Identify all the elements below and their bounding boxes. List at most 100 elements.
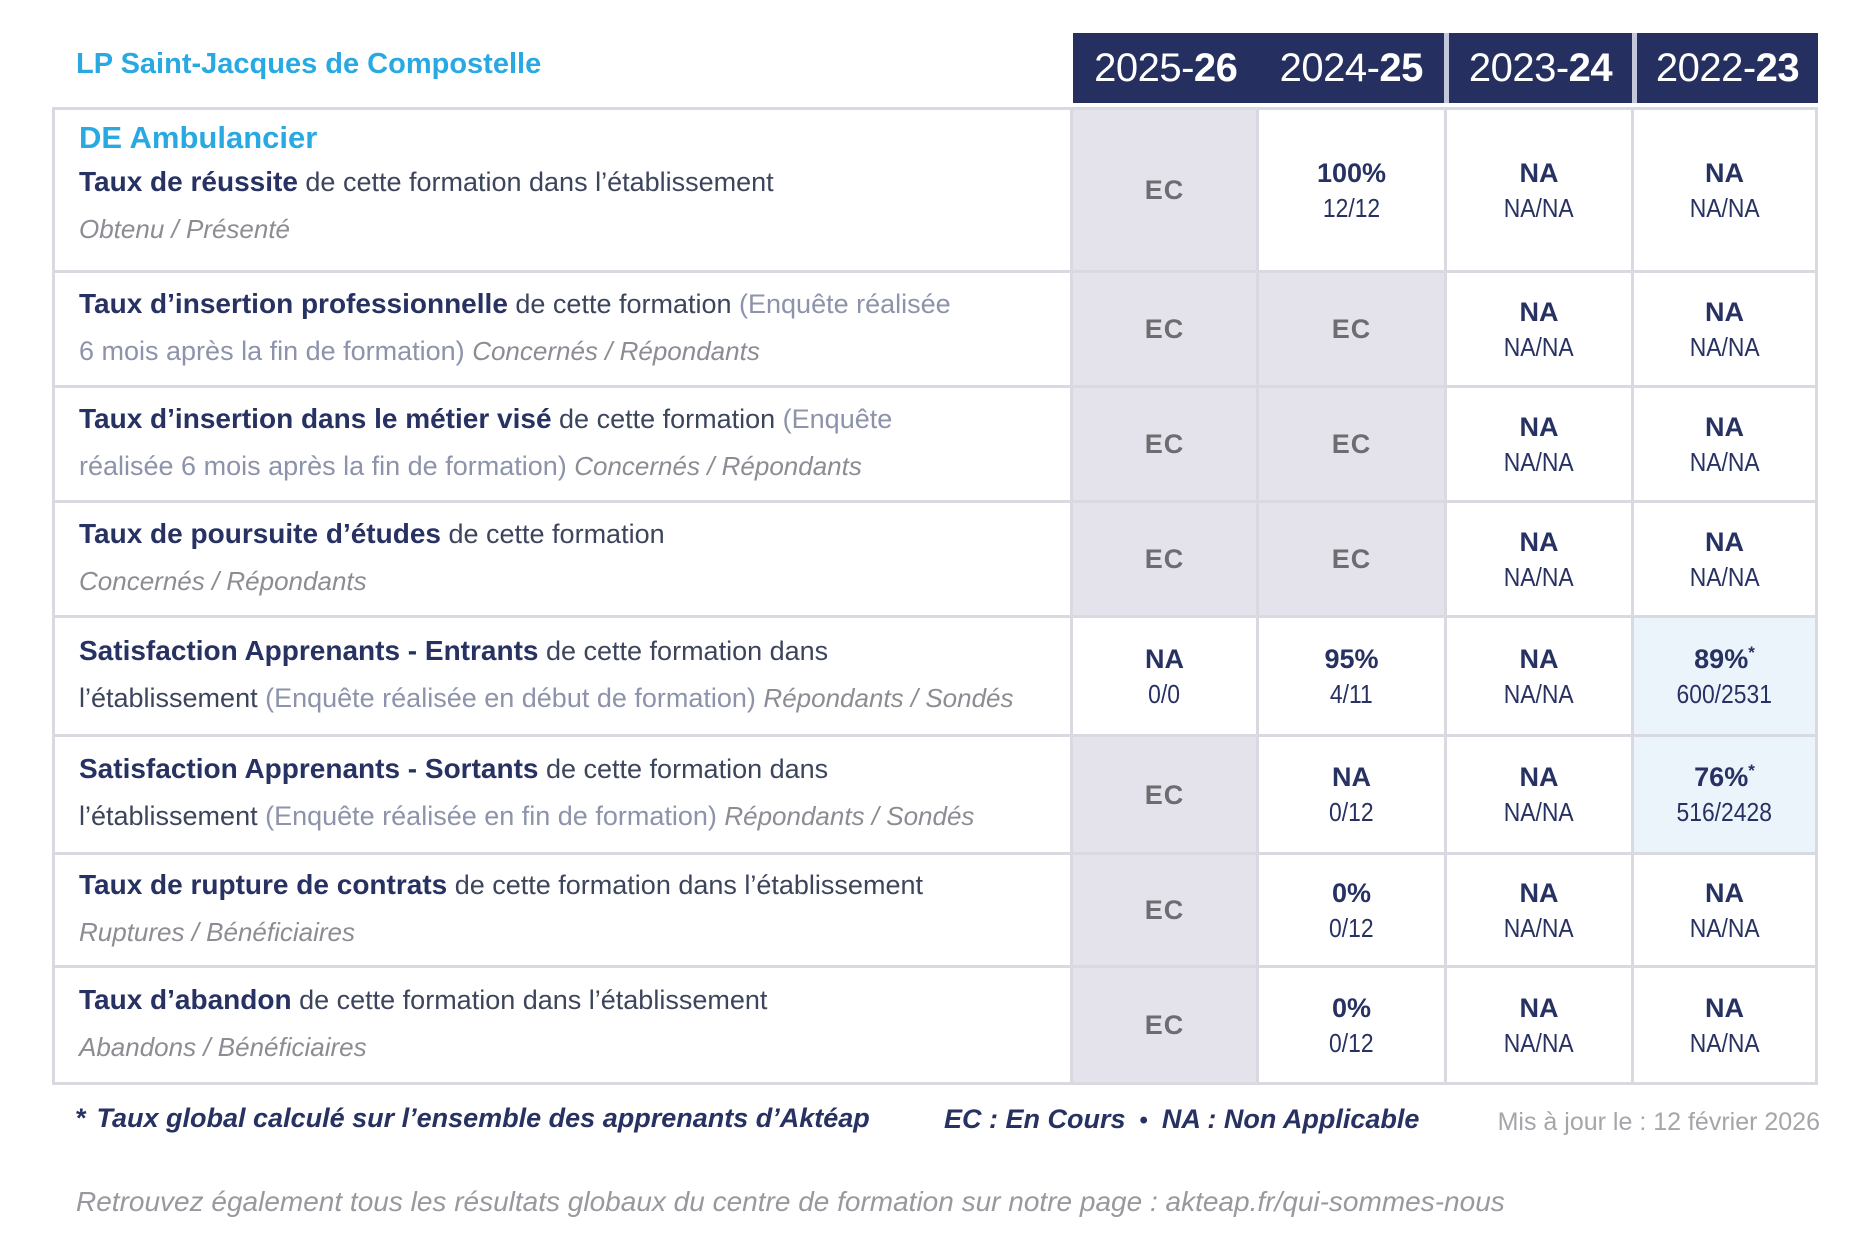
footnote-text: Taux global calculé sur l’ensemble des a… <box>96 1103 870 1133</box>
value-main: 0% <box>1331 877 1372 908</box>
metric-label-line: 6 mois après la fin de formation) Concer… <box>79 330 1052 377</box>
metric-label-segment: Ruptures / Bénéficiaires <box>79 916 356 947</box>
metric-label-line: Ruptures / Bénéficiaires <box>79 911 1052 958</box>
value-cell: EC <box>1259 503 1444 615</box>
value-main: EC <box>1144 314 1185 344</box>
value-cell: NA NA/NA <box>1634 110 1815 270</box>
abbreviation-legend: EC : En Cours • NA : Non Applicable <box>944 1104 1419 1135</box>
value-cell: NA NA/NA <box>1447 273 1631 385</box>
program-title: DE Ambulancier <box>79 119 318 155</box>
school-name: LP Saint-Jacques de Compostelle <box>76 48 542 80</box>
value-sub: 0/12 <box>1329 1027 1374 1058</box>
value-main: NA <box>1705 526 1744 557</box>
metric-label-segment: (Enquête réalisée <box>739 288 951 319</box>
value-main: EC <box>1144 1010 1185 1040</box>
value-sub: NA/NA <box>1689 446 1760 477</box>
value-cell: EC <box>1259 273 1444 385</box>
year-header-block: 2022- 23 <box>1637 33 1818 103</box>
value-sub: 12/12 <box>1322 192 1381 223</box>
asterisk-marker: * <box>1748 642 1755 662</box>
value-cell: 89%* 600/2531 <box>1634 618 1815 734</box>
metric-label-segment: de cette formation <box>440 518 665 549</box>
value-cell: NA 0/12 <box>1259 737 1444 852</box>
value-cell: EC <box>1073 503 1256 615</box>
value-cell: 0% 0/12 <box>1259 968 1444 1082</box>
value-sub: 4/11 <box>1330 678 1373 709</box>
value-cell: NA NA/NA <box>1634 388 1815 500</box>
year-header-block: 2023- 24 <box>1449 33 1632 103</box>
metric-label: Taux de poursuite d’études de cette form… <box>55 503 1070 615</box>
metric-label-segment: Abandons / Bénéficiaires <box>79 1031 367 1062</box>
value-main: NA <box>1705 157 1744 188</box>
year-prefix: 2023- <box>1468 45 1569 90</box>
metric-label-line: Taux de poursuite d’études de cette form… <box>79 512 1052 560</box>
value-sub: NA/NA <box>1689 1027 1760 1058</box>
value-main: EC <box>1331 429 1372 459</box>
metric-label-segment: Satisfaction Apprenants - Sortants <box>79 753 539 784</box>
value-cell: NA 0/0 <box>1073 618 1256 734</box>
value-cell: NA NA/NA <box>1447 110 1631 270</box>
value-main: NA <box>1705 992 1744 1023</box>
value-cell: EC <box>1259 388 1444 500</box>
value-main: 95% <box>1324 643 1379 674</box>
metric-label-line: Taux d’abandon de cette formation dans l… <box>79 978 1052 1026</box>
value-main: EC <box>1144 544 1185 574</box>
value-main: NA <box>1332 762 1371 792</box>
value-cell: EC <box>1073 968 1256 1082</box>
value-cell: 100% 12/12 <box>1259 110 1444 270</box>
value-cell: 76%* 516/2428 <box>1634 737 1815 852</box>
metric-label-segment: Répondants / Sondés <box>763 682 1014 713</box>
value-sub: NA/NA <box>1689 192 1760 223</box>
metric-label-line: Taux de rupture de contrats de cette for… <box>79 863 1052 911</box>
metric-label-line: Abandons / Bénéficiaires <box>79 1026 1052 1073</box>
value-cell: NA NA/NA <box>1447 618 1631 734</box>
metric-label-segment: l’établissement <box>79 801 266 831</box>
legend-ec: EC : En Cours <box>944 1104 1126 1134</box>
year-bold: 25 <box>1379 45 1423 90</box>
value-cell: NA NA/NA <box>1447 388 1631 500</box>
value-cell: NA NA/NA <box>1447 503 1631 615</box>
metric-label-segment: de cette formation <box>507 288 740 319</box>
results-table: DE Ambulancier Taux de réussite de cette … <box>52 107 1818 1085</box>
value-main: EC <box>1331 314 1372 344</box>
year-prefix: 2025- <box>1094 45 1194 90</box>
legend-bullet: • <box>1139 1107 1148 1134</box>
year-bold: 24 <box>1568 45 1613 90</box>
value-sub: 0/12 <box>1329 797 1374 827</box>
metric-label-segment: (Enquête réalisée en début de formation) <box>265 682 764 713</box>
value-main: NA <box>1705 296 1744 327</box>
asterisk-marker: * <box>1748 761 1755 780</box>
value-main: NA <box>1519 296 1559 327</box>
bottom-note: Retrouvez également tous les résultats g… <box>76 1186 1505 1217</box>
value-cell: NA NA/NA <box>1447 855 1631 965</box>
value-main: NA <box>1519 157 1559 188</box>
metric-label-line: Taux de réussite de cette formation dans… <box>79 160 1052 208</box>
metric-label-segment: (Enquête réalisée en fin de formation) <box>265 801 725 831</box>
metric-label-segment: Taux de réussite <box>79 165 298 197</box>
metric-label-segment: Taux d’insertion professionnelle <box>79 287 508 319</box>
metric-label-line: Concernés / Répondants <box>79 560 1052 607</box>
metric-label: Taux de rupture de contrats de cette for… <box>55 855 1070 965</box>
metric-label: Taux d’insertion dans le métier visé de … <box>55 388 1070 500</box>
value-main: EC <box>1144 895 1185 925</box>
metric-label-line: Satisfaction Apprenants - Entrants de ce… <box>79 629 1052 677</box>
metric-label-line: Taux d’insertion dans le métier visé de … <box>79 397 1052 445</box>
metric-label: Taux d’abandon de cette formation dans l… <box>55 968 1070 1082</box>
metric-label-line: Satisfaction Apprenants - Sortants de ce… <box>79 747 1052 795</box>
metric-label-segment: Taux d’insertion dans le métier visé <box>79 402 552 434</box>
value-main: 0% <box>1331 992 1372 1023</box>
value-sub: NA/NA <box>1504 1027 1574 1058</box>
value-main: NA <box>1519 526 1559 557</box>
metric-label-segment: 6 mois après la fin de formation) <box>79 335 473 366</box>
value-sub: NA/NA <box>1689 912 1760 943</box>
metric-label-segment: Répondants / Sondés <box>724 801 975 831</box>
value-main: EC <box>1331 544 1372 574</box>
metric-label-segment: de cette formation dans l’établissement <box>291 984 768 1015</box>
value-main: NA <box>1705 411 1744 442</box>
metric-label-segment: de cette formation dans l’établissement <box>447 869 923 900</box>
metric-label-segment: Obtenu / Présenté <box>79 213 291 244</box>
metric-label-line: réalisée 6 mois après la fin de formatio… <box>79 445 1052 492</box>
footnote-star: * <box>76 1103 87 1133</box>
value-main: NA <box>1705 877 1744 908</box>
